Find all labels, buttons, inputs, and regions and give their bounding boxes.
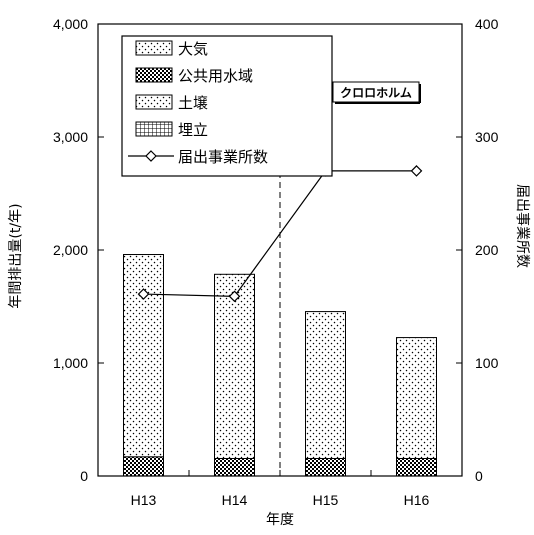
bar-water-H16 [396, 457, 437, 477]
line-facilities [143, 170, 417, 297]
point-facilities-H16 [410, 165, 423, 177]
xtick-label: H16 [404, 492, 430, 508]
legend-label-water: 公共用水域 [178, 67, 253, 85]
legend-marker-facilities [145, 150, 157, 162]
y-axis-label-left: 年間排出量(t/年) [8, 203, 24, 308]
ytick-label-right: 0 [475, 468, 483, 484]
y-axis-label-right: 届出事業所数 [514, 184, 530, 268]
legend-label-air: 大気 [178, 40, 208, 58]
ytick-label-left: 3,000 [53, 129, 88, 145]
bar-water-H15 [305, 457, 346, 477]
legend-swatch-soil [135, 94, 173, 110]
bar-water-H13 [123, 456, 164, 477]
bar-air-H13 [123, 254, 164, 458]
bar-water-H14 [214, 457, 255, 477]
ytick-label-left: 0 [80, 468, 88, 484]
x-axis-label: 年度 [266, 512, 294, 528]
ytick-label-right: 400 [475, 16, 499, 32]
point-facilities-H14 [228, 290, 241, 303]
legend-swatch-air [135, 40, 173, 56]
xtick-label: H14 [222, 492, 248, 508]
ytick-label-left: 1,000 [53, 355, 88, 371]
legend-swatch-landfill [135, 121, 173, 137]
annotation-label: クロロホルム [340, 86, 412, 100]
point-facilities-H13 [137, 288, 150, 300]
legend-label-landfill: 埋立 [178, 121, 208, 139]
ytick-label-right: 100 [475, 355, 499, 371]
ytick-label-left: 2,000 [53, 242, 88, 258]
ytick-label-right: 200 [475, 242, 499, 258]
bar-air-H14 [214, 273, 255, 459]
legend-label-soil: 土壌 [178, 94, 208, 112]
xtick-label: H15 [313, 492, 339, 508]
legend-swatch-water [135, 67, 173, 83]
legend-label-facilities: 届出事業所数 [178, 148, 268, 166]
bar-air-H15 [305, 311, 346, 459]
annotation-box: クロロホルム [332, 81, 421, 104]
xtick-label: H13 [131, 492, 157, 508]
bar-air-H16 [396, 337, 437, 459]
ytick-label-right: 300 [475, 129, 499, 145]
ytick-label-left: 4,000 [53, 16, 88, 32]
